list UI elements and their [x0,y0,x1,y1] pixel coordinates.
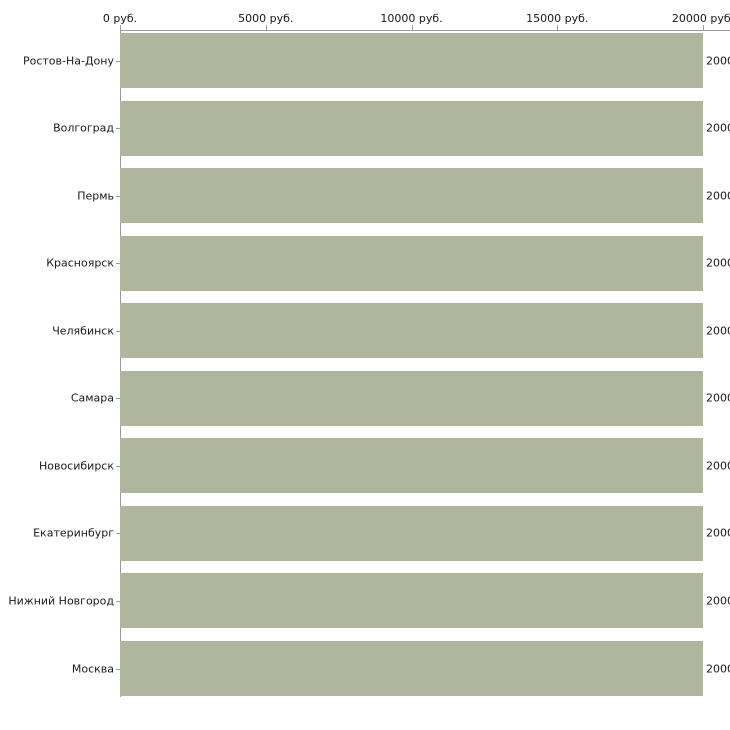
bar [120,235,703,291]
y-axis-tick-mark [116,668,120,670]
bar [120,573,703,629]
y-axis-tick-mark [116,263,120,265]
x-axis-tick-label: 15000 руб. [526,12,589,25]
x-axis-tick-mark [703,25,704,30]
x-axis-tick-label: 20000 руб. [671,12,730,25]
y-axis-tick-mark [116,195,120,197]
bar [120,505,703,561]
x-axis-tick-label: 10000 руб. [380,12,443,25]
category-label: Челябинск [52,324,114,338]
y-axis-tick-mark [116,330,120,332]
value-label: 20000 [706,54,730,67]
x-axis-tick-mark [557,25,559,30]
category-label: Красноярск [46,256,114,270]
x-axis-tick-label: 5000 руб. [238,12,294,25]
y-axis-tick-mark [116,533,120,535]
value-label: 20000 [706,391,730,405]
value-label: 20000 [706,256,730,270]
category-label: Пермь [77,189,114,203]
bar [120,100,703,156]
x-axis-tick-mark [411,25,413,30]
value-label: 20000 [706,121,730,135]
bar [120,641,703,697]
value-label: 20000 [706,324,730,338]
bar [120,438,703,494]
y-axis-line [120,30,121,698]
category-label: Москва [71,662,114,676]
x-axis-tick-mark [265,25,267,30]
x-axis-tick-mark [120,25,121,30]
value-label: 20000 [706,526,730,540]
category-label: Екатеринбург [33,526,114,540]
y-axis-tick-mark [116,600,120,602]
category-label: Самара [70,391,114,405]
category-label: Нижний Новгород [8,594,114,608]
category-label: Ростов-На-Дону [22,54,114,67]
value-label: 20000 [706,459,730,473]
value-label: 20000 [706,189,730,203]
bar [120,33,703,88]
y-axis-tick-mark [116,398,120,400]
category-label: Новосибирск [38,459,114,473]
category-label: Волгоград [53,121,114,135]
bar [120,168,703,224]
y-axis-tick-mark [116,465,120,467]
bar [120,370,703,426]
y-axis-tick-mark [116,128,120,130]
bar [120,303,703,359]
y-axis-tick-mark [116,60,120,62]
value-label: 20000 [706,594,730,608]
x-axis-line [120,30,730,31]
value-label: 20000 [706,662,730,676]
x-axis-tick-label: 0 руб. [102,12,138,25]
